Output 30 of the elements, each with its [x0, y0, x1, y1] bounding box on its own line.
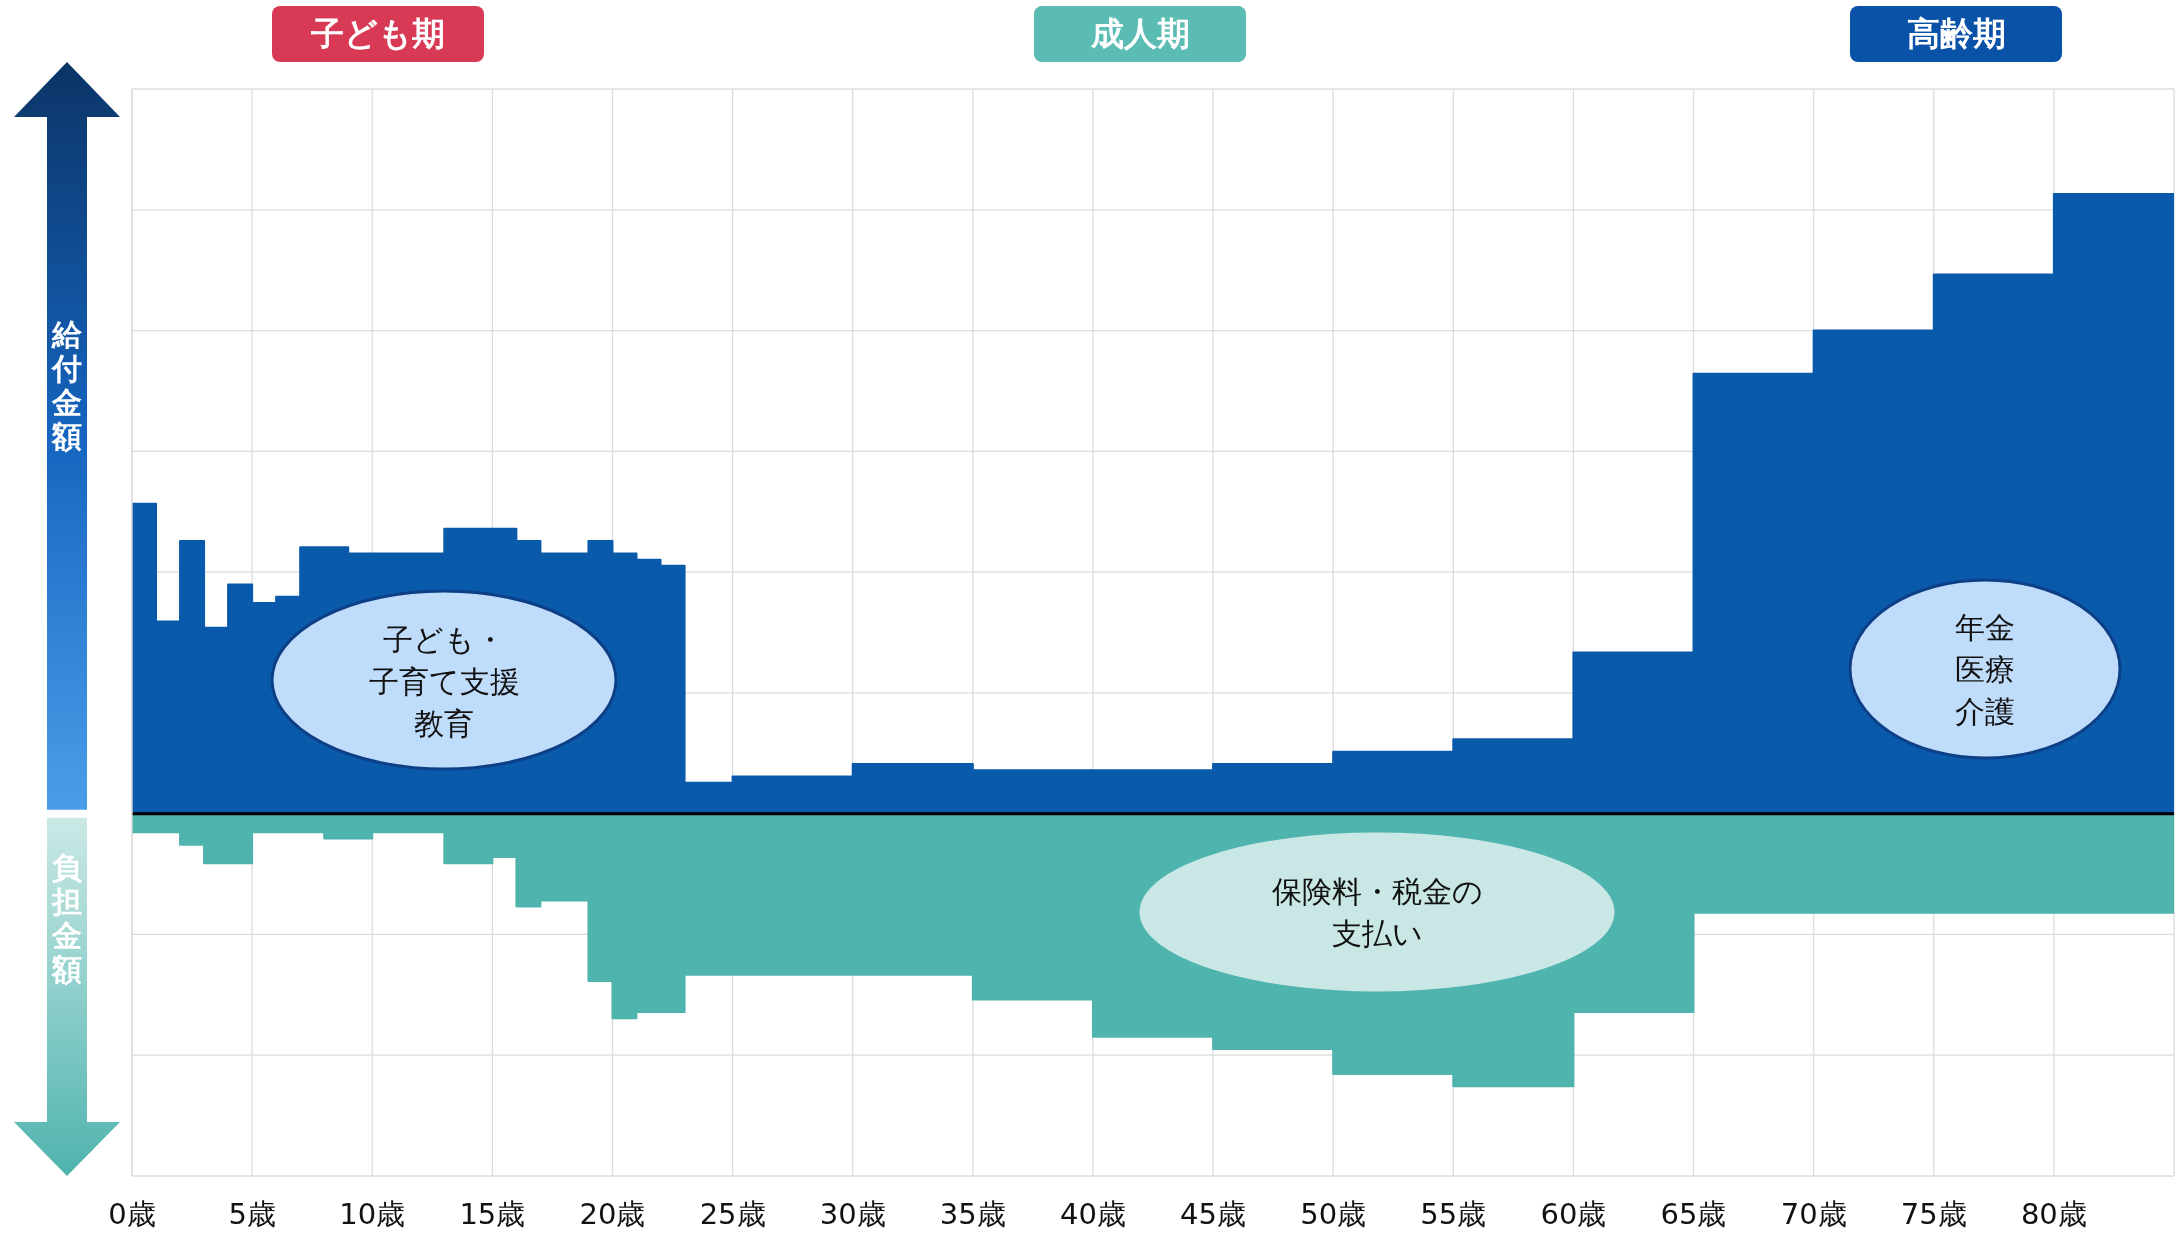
annotation: 医療 [1955, 652, 2015, 687]
annotation: 子ども・ [383, 622, 505, 657]
x-tick-label: 75歳 [1900, 1197, 1967, 1231]
x-tick-label: 0歳 [108, 1197, 156, 1231]
x-tick-label: 5歳 [228, 1197, 276, 1231]
x-tick-label: 70歳 [1780, 1197, 1847, 1231]
x-tick-label: 60歳 [1540, 1197, 1607, 1231]
annotation: 介護 [1955, 694, 2015, 729]
x-tick-label: 50歳 [1300, 1197, 1367, 1231]
x-tick-label: 55歳 [1420, 1197, 1487, 1231]
text: 成人期 [1089, 14, 1190, 53]
text: 給付金額 [50, 317, 83, 454]
annotation: 子育て支援 [368, 664, 520, 699]
annotation: 教育 [414, 706, 474, 741]
x-tick-label: 65歳 [1660, 1197, 1727, 1231]
x-tick-label: 40歳 [1059, 1197, 1126, 1231]
text: 高齢期 [1906, 14, 2006, 53]
text: 負担金額 [51, 850, 83, 987]
x-tick-label: 45歳 [1180, 1197, 1247, 1231]
annotation: 年金 [1955, 610, 2015, 645]
x-tick-label: 80歳 [2020, 1197, 2087, 1231]
x-tick-label: 30歳 [819, 1197, 886, 1231]
x-tick-label: 15歳 [459, 1197, 526, 1231]
x-tick-label: 20歳 [579, 1197, 646, 1231]
x-tick-label: 35歳 [939, 1197, 1006, 1231]
text: 子ども期 [310, 14, 445, 53]
annotation: 保険料・税金の [1271, 874, 1483, 909]
x-tick-label: 10歳 [339, 1197, 406, 1231]
annotation: 支払い [1331, 916, 1423, 951]
x-tick-label: 25歳 [699, 1197, 766, 1231]
